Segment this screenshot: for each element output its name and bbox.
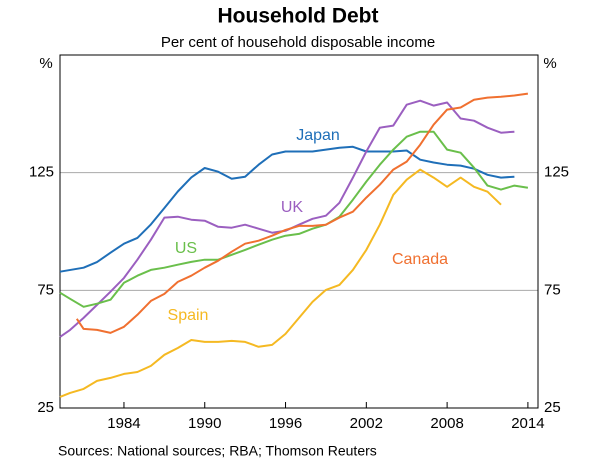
chart-title: Household Debt <box>218 5 379 28</box>
series-label: US <box>175 240 197 257</box>
series-line <box>75 92 529 334</box>
y-tick-label-right: 125 <box>544 164 569 181</box>
x-tick-label: 2008 <box>430 415 463 432</box>
y-tick-label: 125 <box>29 164 54 181</box>
series-line <box>59 130 529 308</box>
y-tick-label-right: 25 <box>544 399 561 416</box>
x-tick-label: 1984 <box>107 415 140 432</box>
x-tick-label: 2014 <box>511 415 544 432</box>
y-tick-label-right: 75 <box>544 281 561 298</box>
series-line <box>59 99 515 338</box>
chart-subtitle: Per cent of household disposable income <box>161 34 435 51</box>
y-tick-label: 25 <box>37 399 54 416</box>
series-label: Spain <box>168 307 209 324</box>
series-label: Canada <box>392 251 448 268</box>
series-line <box>59 168 502 398</box>
series-line <box>59 145 515 273</box>
x-tick-label: 1996 <box>269 415 302 432</box>
series-label: Japan <box>296 127 340 144</box>
y-unit-left: % <box>39 55 52 72</box>
plot-frame <box>59 54 539 409</box>
x-tick-label: 2002 <box>350 415 383 432</box>
source-note: Sources: National sources; RBA; Thomson … <box>58 443 377 459</box>
x-tick-label: 1990 <box>188 415 221 432</box>
y-tick-label: 75 <box>37 281 54 298</box>
series-label: UK <box>281 199 304 216</box>
y-unit-right: % <box>543 55 556 72</box>
